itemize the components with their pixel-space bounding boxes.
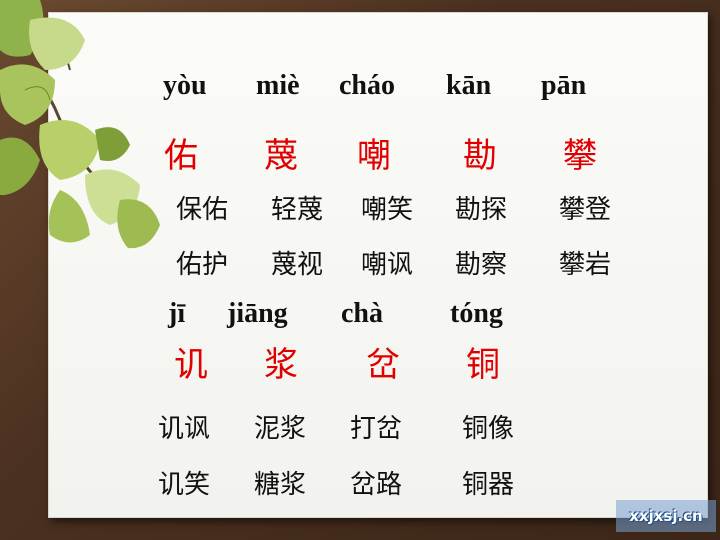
ivy-leaves-decoration — [0, 0, 160, 249]
pinyin-cha: chà — [341, 298, 383, 329]
word-jixiao: 讥笑 — [158, 470, 211, 500]
pinyin-pan: pān — [541, 70, 587, 101]
char-jiang: 浆 — [264, 345, 298, 385]
word-qingmie: 轻蔑 — [271, 195, 324, 225]
word-mieshi: 蔑视 — [271, 250, 324, 280]
char-chao: 嘲 — [357, 136, 391, 176]
char-you: 佑 — [164, 136, 198, 176]
word-nijiang: 泥浆 — [254, 414, 307, 444]
word-chaoxiao: 嘲笑 — [361, 195, 414, 225]
word-baoyou: 保佑 — [176, 195, 229, 225]
word-tangjiang: 糖浆 — [254, 470, 307, 500]
word-tongxiang: 铜像 — [462, 414, 515, 444]
char-cha: 岔 — [366, 345, 400, 385]
watermark-badge: xxjxsj.cn — [616, 500, 716, 532]
char-kan: 勘 — [463, 136, 497, 176]
pinyin-kan: kān — [446, 70, 492, 101]
word-jifeng: 讥讽 — [158, 414, 211, 444]
pinyin-jiang: jiāng — [227, 298, 288, 329]
pinyin-tong: tóng — [450, 298, 503, 329]
word-panyan: 攀岩 — [559, 250, 612, 280]
word-chalu: 岔路 — [350, 470, 403, 500]
pinyin-mie: miè — [256, 70, 300, 101]
paper-card — [48, 12, 708, 518]
word-pandeng: 攀登 — [559, 195, 612, 225]
word-kantan: 勘探 — [455, 195, 508, 225]
word-dacha: 打岔 — [350, 414, 403, 444]
word-youhu: 佑护 — [176, 250, 229, 280]
pinyin-ji: jī — [168, 298, 186, 329]
word-kancha: 勘察 — [455, 250, 508, 280]
char-mie: 蔑 — [264, 136, 298, 176]
char-tong: 铜 — [466, 345, 500, 385]
char-ji: 讥 — [174, 345, 208, 385]
pinyin-you: yòu — [163, 70, 207, 101]
word-tongqi: 铜器 — [462, 470, 515, 500]
pinyin-chao: cháo — [339, 70, 395, 101]
char-pan: 攀 — [563, 136, 597, 176]
word-chaofeng: 嘲讽 — [361, 250, 414, 280]
